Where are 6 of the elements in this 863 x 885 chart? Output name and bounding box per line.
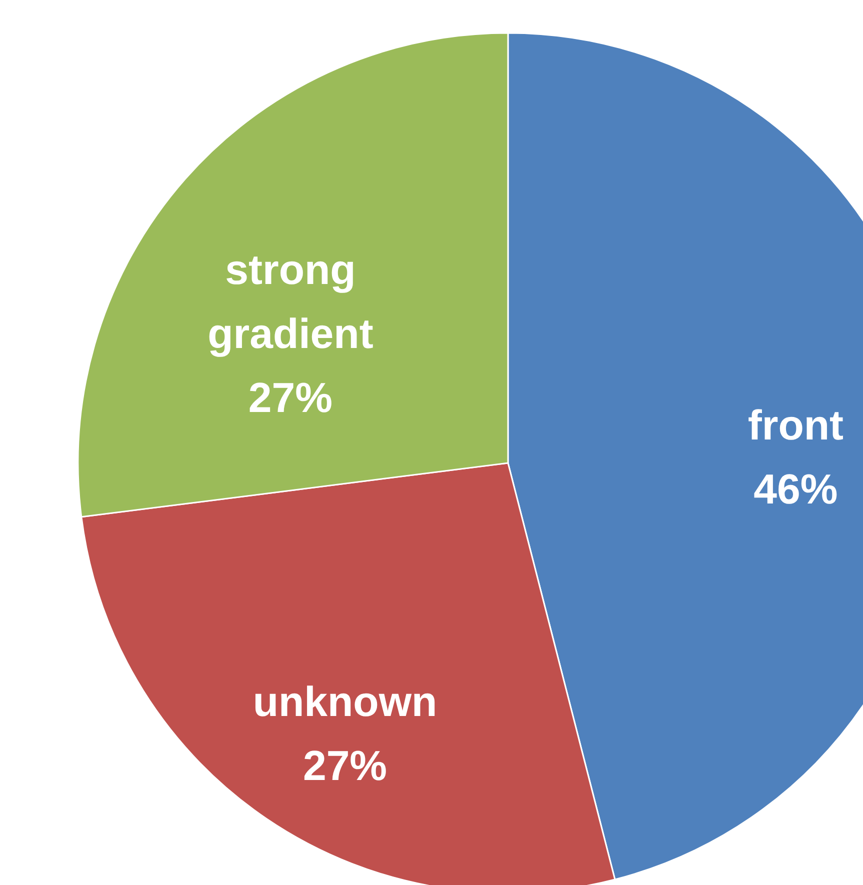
slice-label: unknown (252, 678, 438, 725)
slice-label: front (748, 402, 844, 449)
data-label: 27% (248, 374, 332, 422)
data-label: 46% (754, 466, 838, 513)
slice-label: strong gradient (208, 246, 374, 358)
data-label: 27% (302, 742, 388, 789)
